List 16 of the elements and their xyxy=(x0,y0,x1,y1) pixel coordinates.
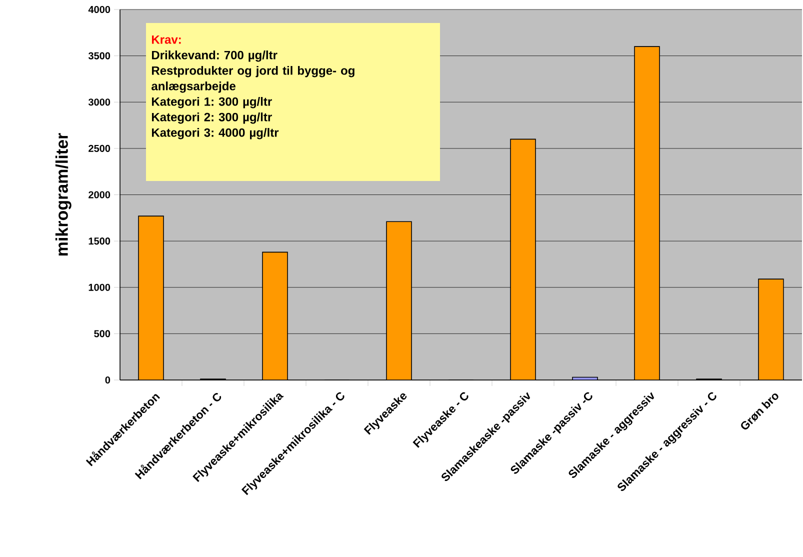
y-axis-title: mikrogram/liter xyxy=(55,133,72,256)
y-tick-label: 1000 xyxy=(88,284,110,291)
annotation: Drikkevand: 700 µg/ltr xyxy=(152,50,278,62)
y-tick-label: 3500 xyxy=(88,52,110,60)
y-tick-label: 1500 xyxy=(88,238,110,245)
y-tick-label: 3000 xyxy=(88,98,110,106)
y-tick-label: 2500 xyxy=(88,144,110,152)
y-tick-label: 500 xyxy=(94,330,110,338)
annotation: Krav: xyxy=(152,35,181,44)
y-tick-label: 2000 xyxy=(88,191,110,198)
annotation: Kategori 1: 300 µg/ltr xyxy=(152,97,272,108)
y-tick-label: 0 xyxy=(105,376,110,384)
annotation: Kategori 3: 4000 µg/ltr xyxy=(152,128,279,140)
y-tick-label: 4000 xyxy=(88,6,110,14)
annotation: Restprodukter og jord til bygge- og anlægsarbejde xyxy=(152,66,354,93)
annotation: Kategori 2: 300 µg/ltr xyxy=(152,112,272,124)
